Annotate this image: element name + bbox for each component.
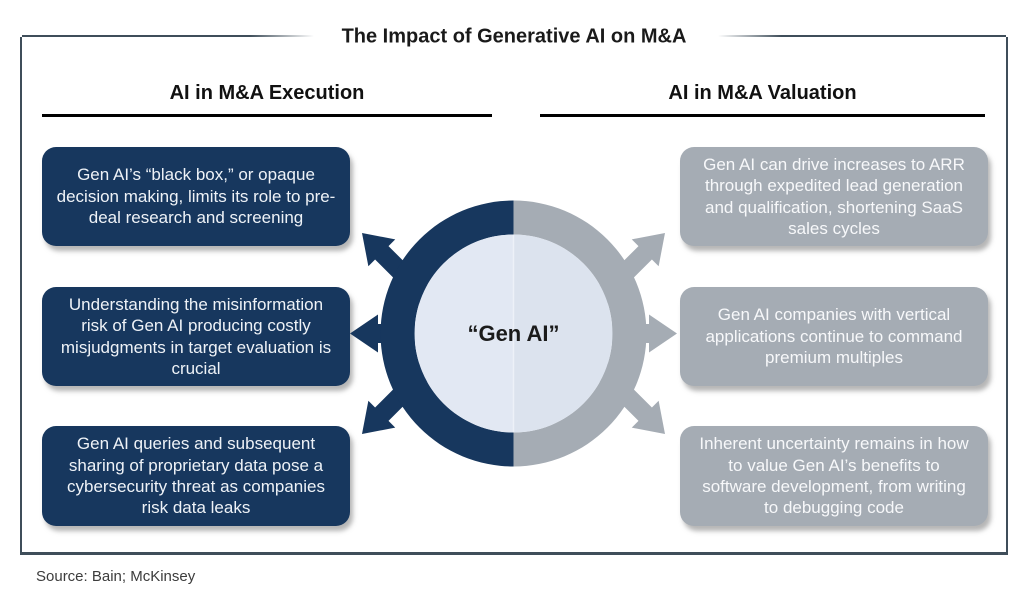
execution-column-header: AI in M&A Execution: [42, 82, 492, 117]
execution-card-3: Gen AI queries and subsequent sharing of…: [42, 426, 350, 526]
frame-top-border-left: [22, 35, 314, 37]
inner-circle-left: [414, 234, 514, 433]
ring-left-half: [380, 200, 514, 467]
valuation-card-3: Inherent uncertainty remains in how to v…: [680, 426, 988, 526]
source-note: Source: Bain; McKinsey: [36, 568, 196, 585]
valuation-card-2: Gen AI companies with vertical applicati…: [680, 287, 988, 386]
valuation-card-1: Gen AI can drive increases to ARR throug…: [680, 147, 988, 246]
ring-right-half: [513, 200, 647, 467]
content-frame: [20, 35, 1008, 555]
execution-card-2: Understanding the misinformation risk of…: [42, 287, 350, 386]
execution-card-1: Gen AI’s “black box,” or opaque decision…: [42, 147, 350, 246]
frame-top-border-right: [718, 35, 1006, 37]
gen-ai-label: “Gen AI”: [467, 321, 559, 346]
page-title: The Impact of Generative AI on M&A: [319, 25, 709, 49]
gen-ai-hub-graphic: “Gen AI”: [350, 200, 677, 467]
inner-circle-right: [513, 234, 613, 433]
valuation-column-header: AI in M&A Valuation: [540, 82, 985, 117]
